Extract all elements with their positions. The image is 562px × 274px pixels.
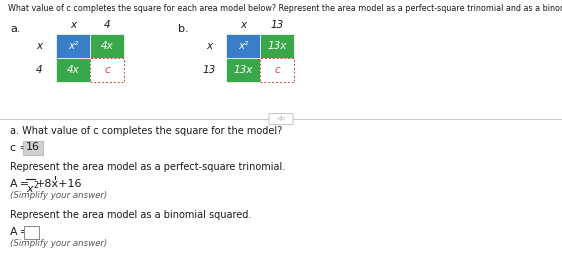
Text: What value of c completes the square for each area model below? Represent the ar: What value of c completes the square for… [8, 4, 562, 13]
Bar [56, 34, 90, 58]
Text: 13: 13 [202, 65, 216, 75]
Text: (Simplify your answer): (Simplify your answer) [10, 191, 107, 200]
Text: 4: 4 [103, 20, 110, 30]
Text: a.: a. [10, 24, 20, 34]
Text: 13x: 13x [268, 41, 287, 51]
Text: A =: A = [10, 227, 29, 237]
Text: Represent the area model as a perfect-square trinomial.: Represent the area model as a perfect-sq… [10, 162, 285, 172]
Text: +8x+16: +8x+16 [36, 179, 83, 189]
Text: x: x [240, 20, 246, 30]
Bar [90, 58, 124, 82]
Text: c: c [274, 65, 280, 75]
Bar [226, 58, 260, 82]
FancyBboxPatch shape [24, 226, 39, 238]
Text: ◁▷: ◁▷ [277, 116, 285, 121]
Text: x: x [70, 20, 76, 30]
Text: 13: 13 [270, 20, 284, 30]
Text: $x^{2}$: $x^{2}$ [26, 179, 39, 196]
Bar [260, 58, 294, 82]
Bar [260, 34, 294, 58]
Text: 13x: 13x [233, 65, 253, 75]
Text: x: x [36, 41, 42, 51]
Text: c: c [104, 65, 110, 75]
Text: 16: 16 [26, 142, 40, 152]
Text: x²: x² [238, 41, 248, 51]
Text: x²: x² [68, 41, 78, 51]
Text: 4x: 4x [101, 41, 114, 51]
FancyBboxPatch shape [23, 141, 43, 155]
Text: 4: 4 [36, 65, 42, 75]
FancyBboxPatch shape [269, 113, 293, 124]
Bar [90, 34, 124, 58]
Text: c =: c = [10, 143, 33, 153]
Text: Represent the area model as a binomial squared.: Represent the area model as a binomial s… [10, 210, 251, 220]
Bar [56, 58, 90, 82]
Text: (Simplify your answer): (Simplify your answer) [10, 239, 107, 248]
Text: 4x: 4x [67, 65, 79, 75]
Text: A =: A = [10, 179, 31, 189]
Text: x: x [206, 41, 212, 51]
Text: a. What value of c completes the square for the model?: a. What value of c completes the square … [10, 126, 282, 136]
Bar [226, 34, 260, 58]
Text: b.: b. [178, 24, 189, 34]
